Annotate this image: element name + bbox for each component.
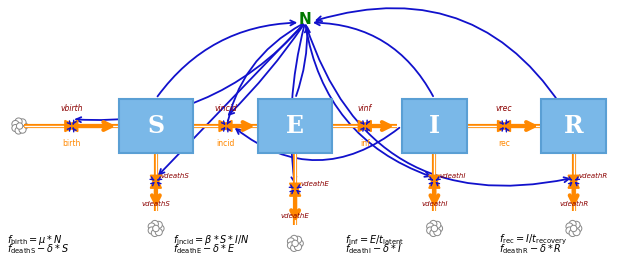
Text: E: E (286, 114, 304, 138)
Polygon shape (429, 175, 440, 188)
Circle shape (294, 244, 301, 251)
Circle shape (291, 235, 298, 242)
Circle shape (151, 220, 158, 228)
Circle shape (294, 236, 301, 243)
Text: vrec: vrec (496, 104, 513, 113)
Circle shape (15, 127, 22, 134)
Circle shape (15, 118, 22, 125)
Text: $f_{\rm deathI} - \delta * I$: $f_{\rm deathI} - \delta * I$ (345, 242, 401, 256)
Polygon shape (429, 175, 440, 188)
Circle shape (573, 221, 580, 228)
Circle shape (427, 223, 434, 230)
Text: $f_{\rm deathR} - \delta * R$: $f_{\rm deathR} - \delta * R$ (499, 242, 562, 256)
Text: vincid: vincid (214, 104, 237, 113)
Polygon shape (150, 175, 161, 188)
Circle shape (287, 238, 294, 245)
Polygon shape (290, 183, 301, 196)
Circle shape (20, 122, 28, 129)
Circle shape (573, 229, 580, 236)
Polygon shape (219, 121, 232, 132)
Circle shape (566, 223, 573, 230)
Text: vinf: vinf (358, 104, 372, 113)
Text: S: S (147, 114, 164, 138)
Circle shape (157, 225, 164, 232)
Circle shape (156, 229, 163, 236)
Text: $f_{\rm birth} = \mu * N$: $f_{\rm birth} = \mu * N$ (6, 233, 62, 247)
Text: $f_{\rm deathE} - \delta * E$: $f_{\rm deathE} - \delta * E$ (173, 242, 236, 256)
Polygon shape (568, 175, 579, 188)
Text: vdeathR: vdeathR (559, 201, 588, 207)
Circle shape (431, 225, 438, 232)
Circle shape (292, 240, 298, 247)
Circle shape (430, 229, 437, 236)
Circle shape (434, 221, 441, 228)
Text: N: N (299, 12, 312, 27)
Circle shape (569, 229, 576, 236)
Polygon shape (65, 121, 78, 132)
Circle shape (287, 242, 294, 249)
Text: incid: incid (216, 139, 235, 148)
Circle shape (156, 221, 163, 228)
Text: I: I (429, 114, 440, 138)
Circle shape (151, 229, 158, 236)
Circle shape (434, 229, 441, 236)
Text: vdeathR: vdeathR (579, 173, 608, 179)
FancyBboxPatch shape (402, 99, 467, 153)
Circle shape (17, 123, 23, 129)
Text: vdeathS: vdeathS (141, 201, 170, 207)
FancyBboxPatch shape (118, 99, 193, 153)
FancyBboxPatch shape (258, 99, 332, 153)
Circle shape (291, 244, 298, 252)
Text: $f_{\rm deathS} - \delta * S$: $f_{\rm deathS} - \delta * S$ (6, 242, 69, 256)
Text: vdeathI: vdeathI (440, 173, 466, 179)
Polygon shape (290, 183, 301, 196)
Circle shape (435, 225, 443, 232)
Text: vdeathE: vdeathE (281, 212, 310, 218)
Text: $f_{\rm inf} = E/t_{\rm latent}$: $f_{\rm inf} = E/t_{\rm latent}$ (345, 234, 404, 247)
Circle shape (153, 225, 159, 232)
Circle shape (19, 126, 26, 133)
Text: $f_{\rm rec} = I/t_{\rm recovery}$: $f_{\rm rec} = I/t_{\rm recovery}$ (499, 233, 567, 247)
Circle shape (575, 225, 582, 232)
Polygon shape (219, 121, 232, 132)
Circle shape (566, 227, 573, 234)
Text: vdeathI: vdeathI (421, 201, 447, 207)
Circle shape (569, 220, 576, 228)
Circle shape (148, 227, 156, 234)
Circle shape (427, 227, 434, 234)
Text: R: R (564, 114, 584, 138)
Polygon shape (568, 175, 579, 188)
FancyBboxPatch shape (541, 99, 606, 153)
Circle shape (19, 119, 26, 126)
Circle shape (148, 223, 156, 230)
Polygon shape (150, 175, 161, 188)
Circle shape (12, 124, 19, 132)
Text: vbirth: vbirth (60, 104, 83, 113)
Circle shape (12, 121, 19, 128)
Text: rec: rec (498, 139, 510, 148)
Text: vdeathE: vdeathE (300, 181, 329, 187)
Polygon shape (358, 121, 371, 132)
Circle shape (430, 220, 437, 228)
Polygon shape (65, 121, 78, 132)
Text: inf: inf (360, 139, 370, 148)
Text: vdeathS: vdeathS (161, 173, 189, 179)
Text: birth: birth (62, 139, 81, 148)
Polygon shape (358, 121, 371, 132)
Circle shape (296, 240, 303, 247)
Circle shape (570, 225, 577, 232)
Polygon shape (497, 121, 511, 132)
Polygon shape (497, 121, 511, 132)
Text: $f_{\rm incid} = \beta * S * I/N$: $f_{\rm incid} = \beta * S * I/N$ (173, 233, 250, 247)
